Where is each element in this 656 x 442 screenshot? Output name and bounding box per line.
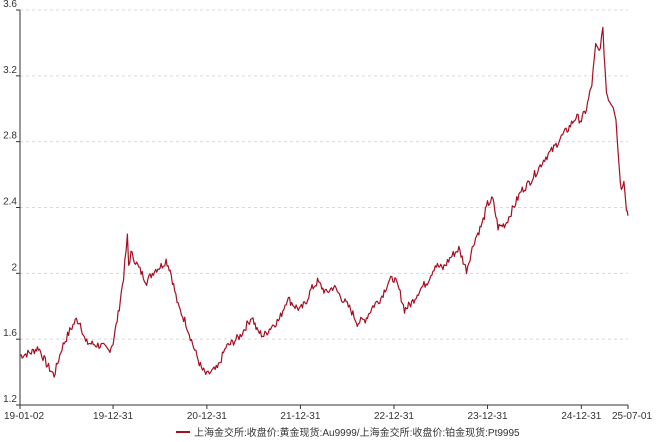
y-tick-label: 1.6 [3,328,17,339]
x-tick-label: 19-12-31 [93,411,133,422]
x-tick-label: 25-07-01 [612,411,652,422]
y-tick-label: 1.2 [3,394,17,405]
x-tick-label: 22-12-31 [374,411,414,422]
x-tick-label: 23-12-31 [468,411,508,422]
y-tick-labels: 1.2 1.6 2 2.4 2.8 3.2 3.6 [3,0,20,406]
gridlines [20,9,628,340]
y-tick-label: 2.4 [3,197,17,208]
x-tick-label: 21-12-31 [280,411,320,422]
x-tick-label: 24-12-31 [561,411,601,422]
legend[interactable]: 上海金交所:收盘价:黄金现货:Au9999/上海金交所:收盘价:铂金现货:Pt9… [176,426,520,439]
x-tick-labels: 19-01-02 19-12-31 20-12-31 21-12-31 22-12-31… [4,405,652,422]
legend-label: 上海金交所:收盘价:黄金现货:Au9999/上海金交所:收盘价:铂金现货:Pt9… [194,426,520,439]
y-tick-label: 2 [11,262,17,273]
y-tick-label: 3.2 [3,65,17,76]
series-line[interactable] [19,26,629,378]
x-tick-label: 20-12-31 [187,411,227,422]
y-tick-label: 2.8 [3,131,17,142]
y-tick-label: 3.6 [3,0,17,10]
series-layer [19,26,629,378]
x-tick-label: 19-01-02 [4,411,44,422]
